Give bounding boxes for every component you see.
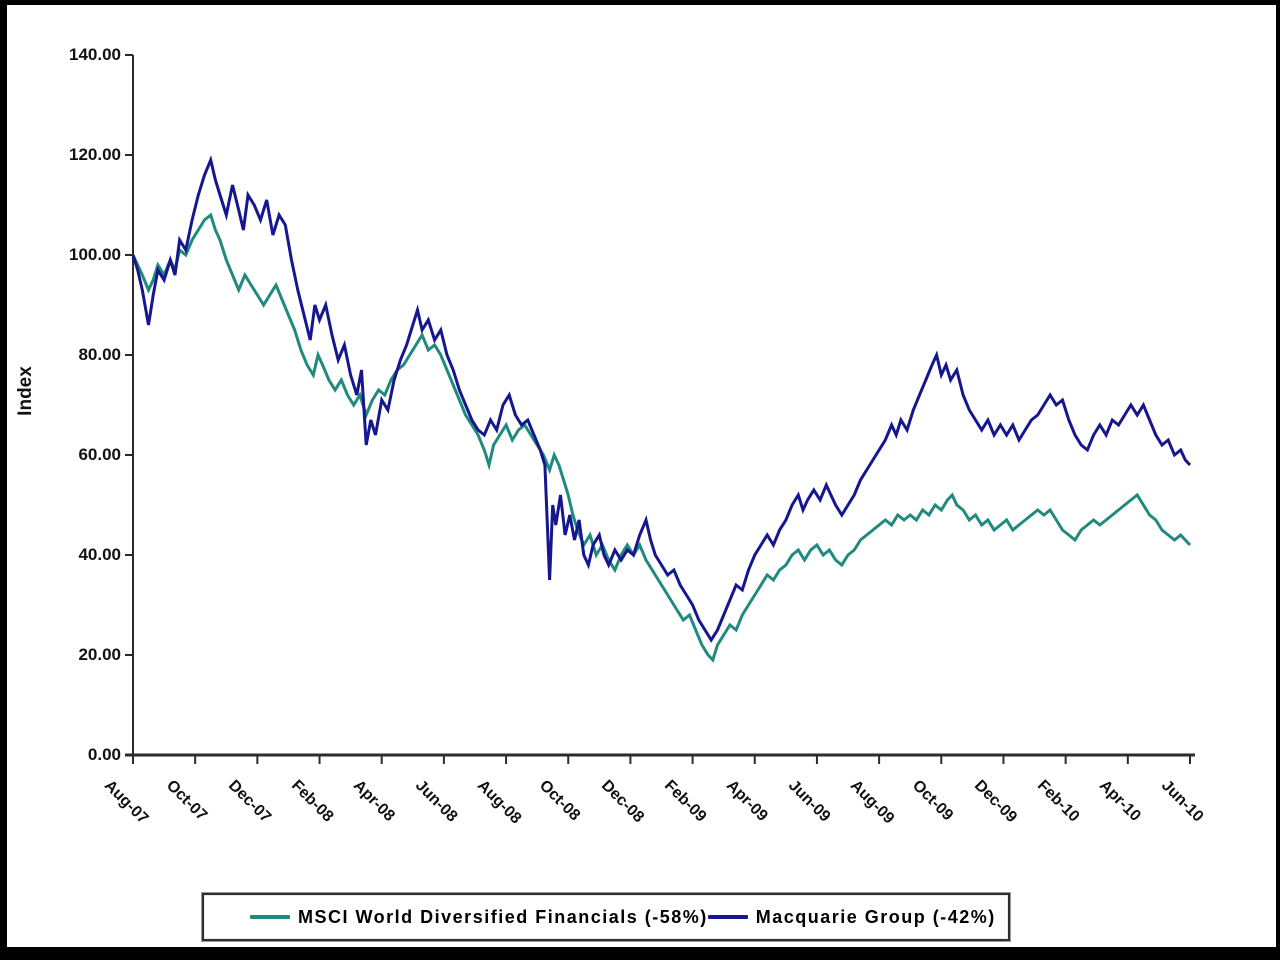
y-tick-label: 60.00 bbox=[78, 445, 121, 464]
chart-legend: MSCI World Diversified Financials (-58%)… bbox=[202, 893, 1010, 941]
chart-panel: Index 0.00 20.00 40.00 60.00 80.00 100.00 120.… bbox=[7, 5, 1276, 947]
y-tick-label: 20.00 bbox=[78, 645, 121, 664]
legend-entry-macquarie: Macquarie Group (-42%) bbox=[707, 906, 996, 928]
y-tick-label: 120.00 bbox=[69, 145, 121, 164]
legend-entry-msci: MSCI World Diversified Financials (-58%) bbox=[250, 907, 708, 928]
series-line-msci bbox=[131, 212, 1192, 663]
y-tick-label: 0.00 bbox=[87, 745, 121, 764]
legend-swatch-msci bbox=[250, 915, 290, 919]
legend-label-macquarie: Macquarie Group (-42%) bbox=[755, 906, 996, 927]
legend-swatch-macquarie bbox=[707, 915, 748, 919]
y-tick-label: 40.00 bbox=[78, 545, 121, 564]
legend-label-msci: MSCI World Diversified Financials (-58%) bbox=[298, 906, 708, 927]
y-tick-label: 100.00 bbox=[69, 245, 121, 264]
series-line-macquarie bbox=[131, 155, 1192, 643]
chart-plot-area bbox=[125, 54, 1195, 764]
y-tick-label: 140.00 bbox=[69, 45, 121, 64]
y-axis-title: Index bbox=[15, 366, 36, 416]
y-tick-label: 80.00 bbox=[78, 345, 121, 364]
